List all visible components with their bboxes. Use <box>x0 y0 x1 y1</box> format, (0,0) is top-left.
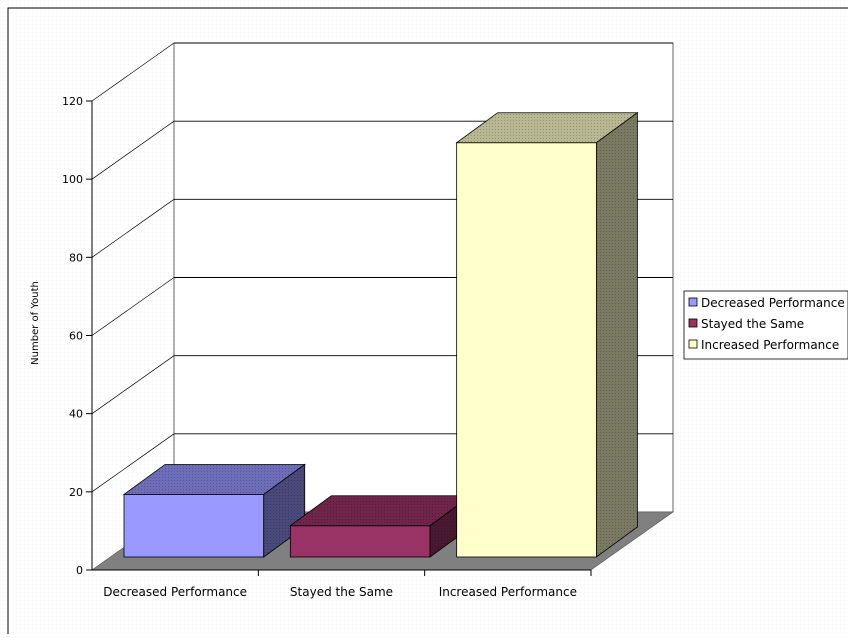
legend-entry-label: Decreased Performance <box>701 296 845 310</box>
gridline-side <box>91 199 175 258</box>
gridline-side <box>91 277 175 336</box>
y-tick-label: 60 <box>69 330 83 343</box>
legend-entry-label: Increased Performance <box>701 338 839 352</box>
legend-swatch <box>688 339 698 349</box>
y-tick-label: 0 <box>76 564 83 577</box>
legend-swatch <box>688 297 698 307</box>
y-tick-label: 80 <box>69 251 83 264</box>
axes: 0 20 40 60 80 100 120 Decreased Performance Stay… <box>62 95 592 599</box>
legend-swatch <box>688 318 698 328</box>
legend-box <box>683 290 848 360</box>
bar-top-texture <box>290 495 472 526</box>
y-tick-label: 100 <box>62 173 83 186</box>
bar-top-texture <box>124 464 305 495</box>
bar-side-texture <box>596 112 638 557</box>
y-tick-label: 120 <box>62 95 83 108</box>
bar-front-face <box>456 142 597 558</box>
x-tick-label: Increased Performance <box>439 585 577 599</box>
legend-entry-label: Stayed the Same <box>701 317 804 331</box>
bar-top-texture <box>456 112 638 143</box>
bar-stayed-the-same <box>289 494 473 558</box>
x-tick-label: Stayed the Same <box>290 585 393 599</box>
bar-increased-performance <box>455 111 639 558</box>
gridline-side <box>91 42 175 102</box>
bar-decreased-performance <box>122 463 306 558</box>
y-tick-label: 20 <box>69 486 83 499</box>
legend: Decreased Performance Stayed the Same Incr… <box>683 290 848 360</box>
bar-front-face <box>289 525 431 558</box>
gridline-side <box>91 433 175 493</box>
chart-frame <box>7 7 848 638</box>
y-axis-title: Number of Youth <box>30 281 41 365</box>
gridline-side <box>91 355 175 414</box>
x-tick-label: Decreased Performance <box>103 585 247 599</box>
bars <box>122 111 639 558</box>
y-tick-label: 40 <box>69 408 83 421</box>
bar-front-face <box>123 494 265 558</box>
gridline-side <box>91 120 175 180</box>
